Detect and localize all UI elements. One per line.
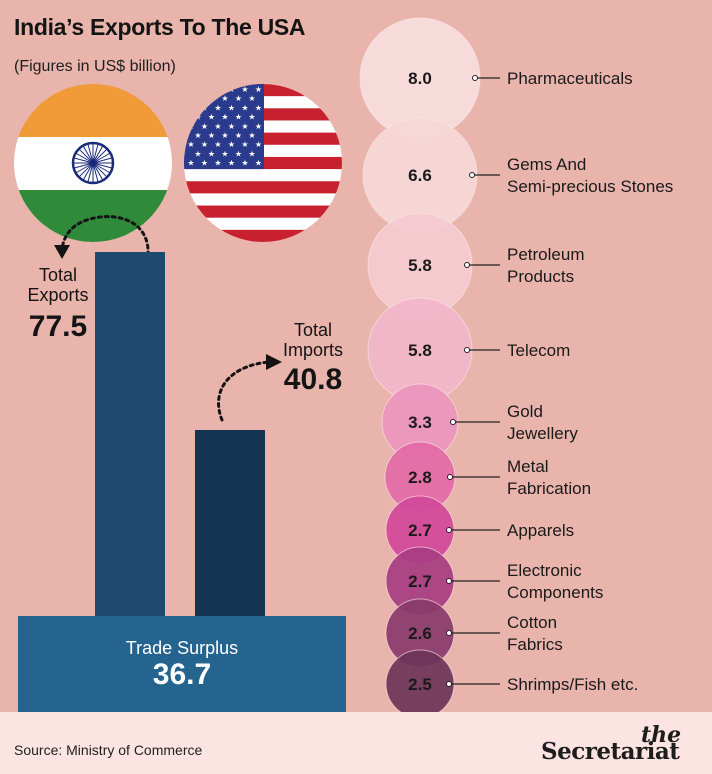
svg-text:★: ★ <box>241 159 248 168</box>
svg-text:★: ★ <box>208 113 215 122</box>
svg-text:★: ★ <box>221 149 228 158</box>
svg-text:★: ★ <box>187 159 194 168</box>
leader-dot-6 <box>446 527 452 533</box>
svg-text:★: ★ <box>228 103 235 112</box>
leader-dot-1 <box>469 172 475 178</box>
page-subtitle: (Figures in US$ billion) <box>14 58 176 75</box>
svg-text:★: ★ <box>214 103 221 112</box>
imports-label: Total Imports <box>282 320 343 360</box>
svg-text:★: ★ <box>248 113 255 122</box>
bubble-label-8: Cotton Fabrics <box>507 613 563 654</box>
exports-bar <box>95 252 165 616</box>
svg-text:★: ★ <box>187 140 194 149</box>
bubble-value-0: 8.0 <box>408 69 432 88</box>
svg-text:★: ★ <box>201 103 208 112</box>
svg-text:★: ★ <box>208 149 215 158</box>
imports-value: 40.8 <box>283 363 343 396</box>
svg-text:★: ★ <box>201 140 208 149</box>
leader-dot-9 <box>446 681 452 687</box>
trade-surplus-label: Trade Surplus <box>125 638 239 658</box>
svg-text:★: ★ <box>228 140 235 149</box>
trade-surplus-value: 36.7 <box>152 658 212 691</box>
svg-text:★: ★ <box>241 85 248 94</box>
bubble-label-0: Pharmaceuticals <box>507 69 633 88</box>
bubble-value-1: 6.6 <box>408 166 432 185</box>
bubble-label-9: Shrimps/Fish etc. <box>507 675 639 694</box>
bubble-label-1: Gems And Semi-precious Stones <box>507 155 674 196</box>
svg-text:★: ★ <box>255 103 262 112</box>
leader-dot-7 <box>446 578 452 584</box>
bubble-value-2: 5.8 <box>408 256 432 275</box>
leader-dot-2 <box>464 262 470 268</box>
exports-label: Total Exports <box>27 265 89 305</box>
svg-text:★: ★ <box>241 122 248 131</box>
svg-text:★: ★ <box>221 131 228 140</box>
exports-bubble-chart: 8.0 6.6 5.8 5.8 3.3 2.8 2.7 2.7 2.6 2.5 <box>359 17 500 712</box>
bubble-label-4: Gold Jewellery <box>507 402 578 443</box>
svg-text:★: ★ <box>214 159 221 168</box>
svg-text:★: ★ <box>228 122 235 131</box>
bubble-value-9: 2.5 <box>408 675 432 694</box>
leader-dot-3 <box>464 347 470 353</box>
svg-text:★: ★ <box>194 131 201 140</box>
svg-text:★: ★ <box>228 85 235 94</box>
svg-text:★: ★ <box>255 159 262 168</box>
svg-text:★: ★ <box>235 94 242 103</box>
trade-surplus-box: Trade Surplus 36.7 <box>18 616 346 712</box>
bubble-label-3: Telecom <box>507 341 571 360</box>
svg-text:★: ★ <box>248 94 255 103</box>
svg-text:★: ★ <box>235 131 242 140</box>
bubble-label-5: Metal Fabrication <box>507 457 592 498</box>
bubble-value-8: 2.6 <box>408 624 432 643</box>
bubble-value-5: 2.8 <box>408 468 432 487</box>
page-title: India’s Exports To The USA <box>14 14 306 40</box>
leader-dot-8 <box>446 630 452 636</box>
bubble-label-7: Electronic Components <box>507 561 604 602</box>
exports-arrow-icon <box>54 215 150 259</box>
svg-text:★: ★ <box>235 113 242 122</box>
svg-text:★: ★ <box>248 131 255 140</box>
svg-text:★: ★ <box>208 131 215 140</box>
svg-text:★: ★ <box>194 149 201 158</box>
imports-bar <box>195 430 265 616</box>
imports-arrow-icon <box>217 354 282 422</box>
logo-secretariat: Secretariat <box>541 738 680 765</box>
svg-text:★: ★ <box>255 122 262 131</box>
leader-dot-4 <box>450 419 456 425</box>
bubble-value-7: 2.7 <box>408 572 432 591</box>
svg-text:★: ★ <box>235 149 242 158</box>
logo-the: the <box>641 722 682 748</box>
svg-text:★: ★ <box>221 94 228 103</box>
usa-flag-icon: ★ ★ ★ ★ ★ ★ ★ ★ ★ ★ ★ ★ ★ ★ ★ ★ ★ ★ ★ ★ ★ ★ ★ ★ ★ ★ ★ ★ ★ ★ ★ ★ ★ ★ ★ ★ ★ ★ ★ ★… <box>184 84 342 242</box>
leader-dot-5 <box>447 474 453 480</box>
svg-text:★: ★ <box>255 85 262 94</box>
svg-text:★: ★ <box>201 122 208 131</box>
bubble-label-2: Petroleum Products <box>507 245 585 286</box>
exports-value: 77.5 <box>28 310 88 343</box>
svg-text:★: ★ <box>214 122 221 131</box>
svg-text:★: ★ <box>228 159 235 168</box>
svg-text:★: ★ <box>194 113 201 122</box>
svg-text:★: ★ <box>248 149 255 158</box>
svg-text:★: ★ <box>214 140 221 149</box>
bubble-value-6: 2.7 <box>408 521 432 540</box>
svg-text:★: ★ <box>255 140 262 149</box>
leader-dot-0 <box>472 75 478 81</box>
svg-text:★: ★ <box>241 140 248 149</box>
bubble-value-4: 3.3 <box>408 413 432 432</box>
bubble-value-3: 5.8 <box>408 341 432 360</box>
infographic-canvas: India’s Exports To The USA (Figures in U… <box>0 0 712 712</box>
svg-text:★: ★ <box>241 103 248 112</box>
svg-text:★: ★ <box>201 159 208 168</box>
source-note: Source: Ministry of Commerce <box>14 742 203 758</box>
svg-text:★: ★ <box>221 113 228 122</box>
bubble-label-6: Apparels <box>507 521 575 540</box>
